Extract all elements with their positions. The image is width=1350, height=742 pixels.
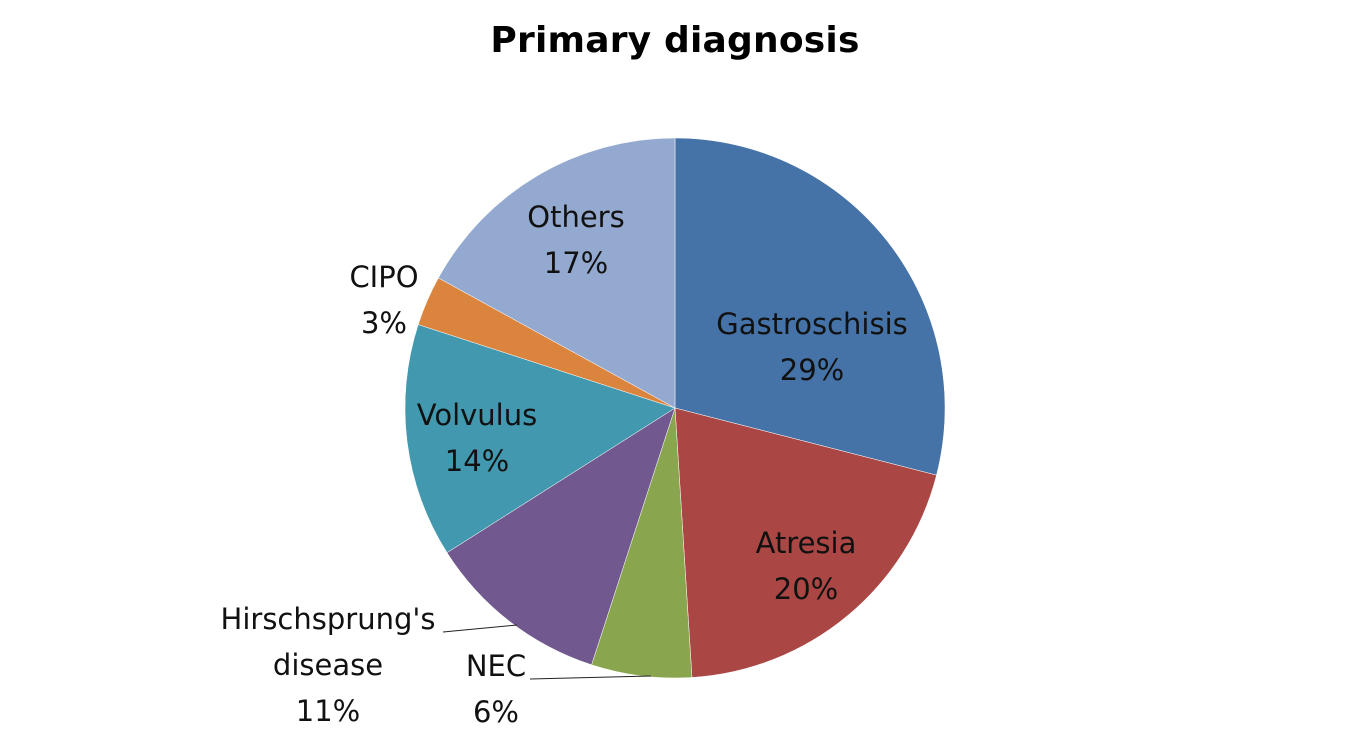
pie-slice-hirschsprung-s-disease bbox=[446, 407, 676, 666]
slice-percent-label: 20% bbox=[774, 572, 838, 606]
slice-percent-label: 14% bbox=[445, 444, 509, 478]
slice-label-atresia: Atresia 20% bbox=[756, 526, 857, 606]
slice-label-hirschsprung-s-disease: Hirschsprung's disease 11% bbox=[221, 602, 436, 728]
slice-label-others: Others 17% bbox=[527, 200, 624, 280]
pie-slice-volvulus bbox=[404, 324, 676, 554]
slice-name-label: Others bbox=[527, 200, 624, 234]
slice-name-label: CIPO bbox=[349, 260, 418, 294]
slice-label-gastroschisis: Gastroschisis 29% bbox=[716, 307, 908, 387]
slice-label-cipo: CIPO 3% bbox=[349, 260, 418, 340]
pie-slice-atresia bbox=[674, 407, 937, 678]
slice-percent-label: 6% bbox=[473, 695, 519, 729]
slice-name-label: disease bbox=[273, 648, 383, 682]
slice-name-label: Gastroschisis bbox=[716, 307, 908, 341]
slice-percent-label: 17% bbox=[544, 246, 608, 280]
slice-name-label: Volvulus bbox=[417, 398, 537, 432]
leader-line-nec bbox=[529, 675, 652, 680]
slice-label-nec: NEC 6% bbox=[466, 649, 526, 729]
pie-slice-others bbox=[438, 137, 676, 409]
slice-percent-label: 3% bbox=[361, 306, 407, 340]
slice-percent-label: 11% bbox=[296, 694, 360, 728]
slice-percent-label: 29% bbox=[780, 353, 844, 387]
leader-line-hirschsprung-s-disease bbox=[442, 624, 518, 633]
slice-name-label: NEC bbox=[466, 649, 526, 683]
slice-name-label: Hirschsprung's bbox=[221, 602, 436, 636]
pie-slice-gastroschisis bbox=[674, 137, 946, 476]
chart-title: Primary diagnosis bbox=[490, 20, 860, 61]
slice-name-label: Atresia bbox=[756, 526, 857, 560]
slice-label-volvulus: Volvulus 14% bbox=[417, 398, 537, 478]
